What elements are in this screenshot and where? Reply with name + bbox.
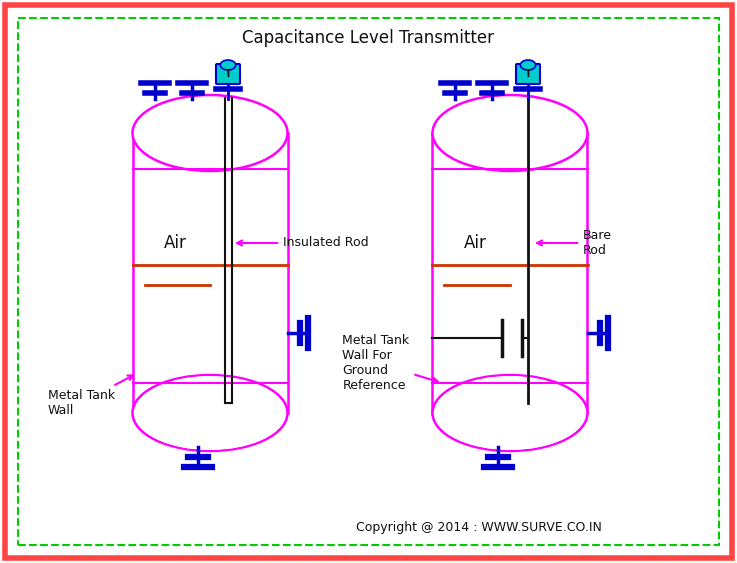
- Text: Bare
Rod: Bare Rod: [537, 229, 612, 257]
- Bar: [133, 133, 287, 413]
- Ellipse shape: [520, 60, 536, 70]
- Ellipse shape: [133, 375, 287, 451]
- Text: Metal Tank
Wall: Metal Tank Wall: [47, 376, 133, 417]
- Text: Capacitance Level Transmitter: Capacitance Level Transmitter: [242, 29, 495, 47]
- Text: Metal Tank
Wall For
Ground
Reference: Metal Tank Wall For Ground Reference: [343, 334, 438, 392]
- Text: Copyright @ 2014 : WWW.SURVE.CO.IN: Copyright @ 2014 : WWW.SURVE.CO.IN: [356, 521, 602, 534]
- Ellipse shape: [134, 376, 285, 450]
- Text: T: T: [525, 69, 531, 79]
- Text: Air: Air: [464, 234, 486, 252]
- Text: T: T: [225, 69, 231, 79]
- Ellipse shape: [133, 95, 287, 171]
- Text: Air: Air: [164, 234, 186, 252]
- Ellipse shape: [433, 95, 587, 171]
- FancyBboxPatch shape: [516, 64, 540, 84]
- Text: Insulated Rod: Insulated Rod: [237, 236, 368, 249]
- FancyBboxPatch shape: [216, 64, 240, 84]
- Ellipse shape: [433, 375, 587, 451]
- Ellipse shape: [435, 376, 585, 450]
- Bar: [433, 133, 587, 413]
- Ellipse shape: [220, 60, 236, 70]
